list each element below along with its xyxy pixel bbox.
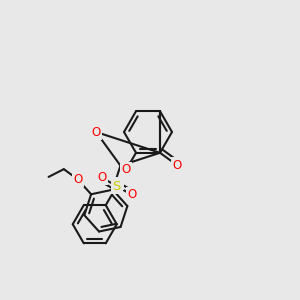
Text: O: O bbox=[73, 173, 82, 186]
Text: O: O bbox=[97, 171, 106, 184]
Text: H: H bbox=[114, 178, 122, 189]
Text: O: O bbox=[172, 159, 182, 172]
Text: O: O bbox=[122, 164, 131, 176]
Text: S: S bbox=[112, 180, 121, 193]
Text: O: O bbox=[128, 188, 136, 201]
Text: O: O bbox=[92, 125, 101, 139]
